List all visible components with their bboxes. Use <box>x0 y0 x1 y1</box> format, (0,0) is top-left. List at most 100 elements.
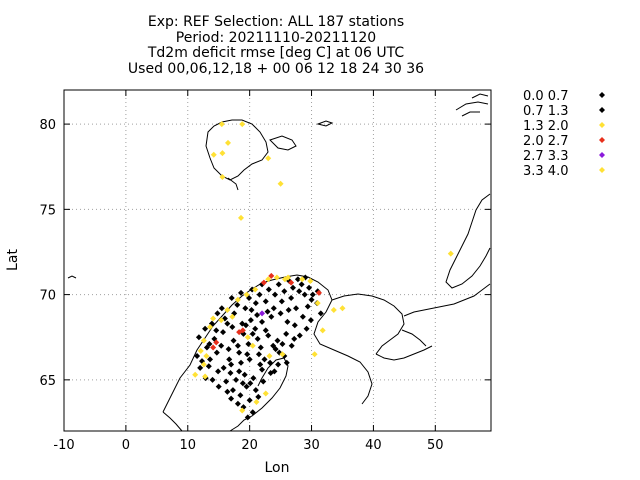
data-point <box>227 370 234 377</box>
data-point <box>279 351 286 358</box>
legend-label: 1.3 2.0 <box>523 119 568 134</box>
data-point <box>309 291 316 298</box>
data-point <box>252 325 259 332</box>
data-point <box>229 387 236 394</box>
data-point <box>220 329 227 336</box>
data-point <box>294 276 301 283</box>
data-point <box>228 295 235 302</box>
data-point <box>268 272 275 279</box>
data-point <box>279 341 286 348</box>
data-point <box>265 155 272 162</box>
data-point <box>218 305 225 312</box>
data-point <box>262 298 269 305</box>
data-point <box>234 400 241 407</box>
data-point <box>226 356 233 363</box>
y-axis-label: Lat <box>5 249 21 271</box>
data-point <box>244 414 251 421</box>
data-point <box>259 310 266 317</box>
data-point <box>239 121 246 128</box>
data-point <box>255 393 262 400</box>
scatter-points <box>192 121 454 421</box>
data-point <box>236 368 243 375</box>
data-point <box>267 359 274 366</box>
grid-lines <box>64 90 491 431</box>
y-tick-label: 70 <box>39 289 56 304</box>
data-point <box>247 317 254 324</box>
y-tick-label: 80 <box>39 118 56 133</box>
data-point <box>243 291 250 298</box>
data-point <box>213 339 220 346</box>
data-point <box>272 291 279 298</box>
data-point <box>219 173 226 180</box>
data-point <box>246 397 253 404</box>
data-point <box>219 150 226 157</box>
data-point <box>207 323 214 330</box>
data-point <box>244 334 251 341</box>
data-point <box>265 276 272 283</box>
data-point <box>285 274 292 281</box>
data-point <box>229 313 236 320</box>
data-point <box>259 318 266 325</box>
data-point <box>234 296 241 303</box>
data-point <box>243 383 250 390</box>
data-point <box>197 364 204 371</box>
data-point <box>244 351 251 358</box>
data-point <box>224 306 231 313</box>
data-point <box>241 371 248 378</box>
data-point <box>200 337 207 344</box>
data-point <box>210 344 217 351</box>
x-tick-label: 10 <box>179 438 196 453</box>
data-point <box>257 361 264 368</box>
data-point <box>252 286 259 293</box>
data-point <box>252 300 259 307</box>
data-point <box>265 332 272 339</box>
data-point <box>242 305 249 312</box>
data-point <box>304 303 311 310</box>
title-line-3: Td2m deficit rmse [deg C] at 06 UTC <box>147 45 405 61</box>
legend-label: 0.7 1.3 <box>523 104 568 119</box>
data-point <box>248 306 255 313</box>
legend-marker <box>599 107 605 113</box>
data-point <box>317 310 324 317</box>
data-point <box>307 277 314 284</box>
data-point <box>223 378 230 385</box>
x-tick-label: 50 <box>427 438 444 453</box>
data-point <box>307 317 314 324</box>
data-point <box>236 349 243 356</box>
data-point <box>195 334 202 341</box>
title-line-2: Period: 20211110-20211120 <box>176 30 376 46</box>
data-point <box>225 346 232 353</box>
data-point <box>252 387 259 394</box>
title-line-1: Exp: REF Selection: ALL 187 stations <box>148 14 404 30</box>
data-point <box>215 368 222 375</box>
data-point <box>233 376 240 383</box>
data-point <box>249 342 256 349</box>
legend-label: 2.7 3.3 <box>523 149 568 164</box>
data-point <box>291 322 298 329</box>
data-point <box>275 281 282 288</box>
data-point <box>197 347 204 354</box>
data-point <box>256 291 263 298</box>
legend: 0.0 0.70.7 1.31.3 2.02.0 2.72.7 3.33.3 4… <box>523 89 605 179</box>
data-point <box>249 330 256 337</box>
data-point <box>205 363 212 370</box>
data-point <box>281 288 288 295</box>
data-point <box>215 383 222 390</box>
data-point <box>291 335 298 342</box>
data-point <box>284 318 291 325</box>
data-point <box>239 407 246 414</box>
data-point <box>315 289 322 296</box>
data-point <box>285 306 292 313</box>
data-point <box>192 371 199 378</box>
data-point <box>447 250 454 257</box>
axis-ticks: -10 0 10 20 30 40 50 65 70 75 80 <box>39 90 491 453</box>
data-point <box>254 312 261 319</box>
data-point <box>264 308 271 315</box>
x-tick-label: 40 <box>365 438 382 453</box>
coastline <box>67 93 491 432</box>
data-point <box>296 332 303 339</box>
data-point <box>257 344 264 351</box>
data-point <box>207 356 214 363</box>
data-point <box>288 342 295 349</box>
